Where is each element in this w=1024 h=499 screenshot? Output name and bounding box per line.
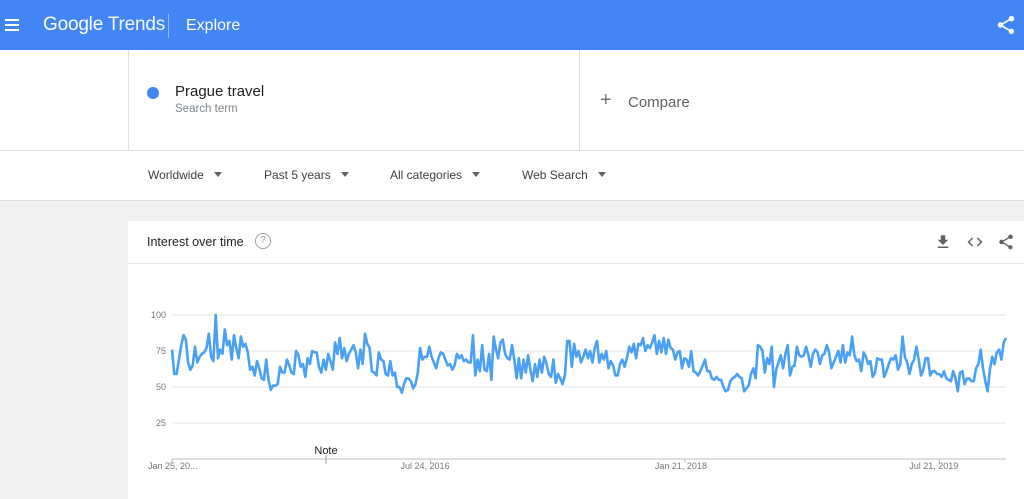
logo-trends-text: Trends bbox=[107, 14, 166, 35]
period-dropdown[interactable]: Past 5 years bbox=[264, 168, 349, 184]
header-divider bbox=[168, 14, 169, 38]
y-tick-label: 50 bbox=[156, 382, 166, 392]
search-term-name[interactable]: Prague travel bbox=[175, 83, 265, 100]
share-icon[interactable] bbox=[995, 14, 1017, 36]
google-trends-logo[interactable]: Google Trends bbox=[43, 14, 165, 36]
x-tick-label: Jan 21, 2018 bbox=[655, 461, 707, 471]
category-dropdown[interactable]: All categories bbox=[390, 168, 481, 184]
interest-over-time-chart[interactable]: 25 50 75 100 Jan 25, 20... Jul 24, 2016 Jan 2… bbox=[128, 221, 1024, 499]
share-icon[interactable] bbox=[997, 233, 1015, 251]
card-divider bbox=[128, 263, 1024, 264]
interest-over-time-card: Interest over time ? 25 50 75 100 Jan 25, 2… bbox=[128, 221, 1024, 499]
period-label: Past 5 years bbox=[264, 168, 331, 182]
category-label: All categories bbox=[390, 168, 463, 182]
search-type-dropdown[interactable]: Web Search bbox=[522, 168, 606, 184]
search-term-card[interactable]: Prague travel Search term bbox=[128, 50, 580, 150]
region-dropdown[interactable]: Worldwide bbox=[148, 168, 222, 184]
plus-icon: + bbox=[600, 89, 612, 111]
top-app-bar: Google Trends Explore bbox=[0, 0, 1024, 50]
y-tick-label: 25 bbox=[156, 418, 166, 428]
x-tick-label: Jul 21, 2019 bbox=[909, 461, 958, 471]
region-label: Worldwide bbox=[148, 168, 204, 182]
card-title: Interest over time bbox=[147, 235, 244, 249]
search-term-type: Search term bbox=[175, 103, 238, 115]
page-title: Explore bbox=[186, 17, 241, 34]
compare-label: Compare bbox=[628, 94, 690, 111]
download-icon[interactable] bbox=[934, 233, 952, 251]
dropdown-arrow-icon bbox=[340, 172, 349, 177]
panel-divider bbox=[0, 150, 1024, 151]
embed-code-icon[interactable] bbox=[966, 233, 984, 251]
logo-google-text: Google bbox=[43, 14, 104, 35]
dropdown-arrow-icon bbox=[213, 172, 222, 177]
x-tick-label: Jul 24, 2016 bbox=[401, 461, 450, 471]
dropdown-arrow-icon bbox=[472, 172, 481, 177]
menu-icon[interactable] bbox=[5, 16, 21, 34]
dropdown-arrow-icon bbox=[597, 172, 606, 177]
search-panel: Prague travel Search term + Compare Worl… bbox=[0, 50, 1024, 201]
series-line-prague-travel[interactable] bbox=[170, 313, 1008, 395]
note-label[interactable]: Note bbox=[314, 445, 337, 457]
series-color-dot bbox=[147, 87, 159, 99]
help-icon[interactable]: ? bbox=[255, 233, 271, 249]
y-tick-label: 100 bbox=[151, 310, 166, 320]
search-type-label: Web Search bbox=[522, 168, 588, 182]
y-tick-label: 75 bbox=[156, 346, 166, 356]
x-tick-label: Jan 25, 20... bbox=[148, 461, 198, 471]
